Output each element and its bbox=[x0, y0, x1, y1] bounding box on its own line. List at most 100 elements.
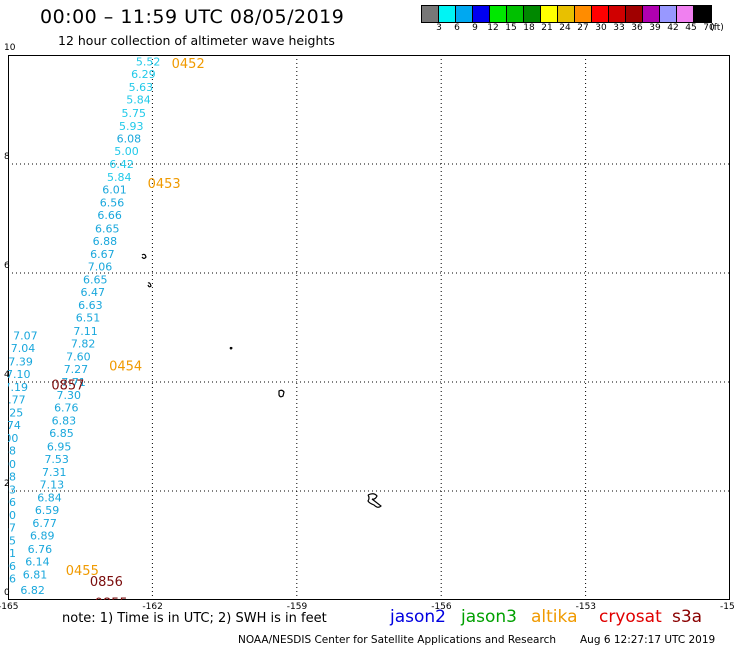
satellite-legend-s3a: s3a bbox=[672, 607, 703, 627]
wave-height-label: 5.93 bbox=[119, 120, 144, 133]
y-axis-tick-label: 4 bbox=[4, 370, 10, 380]
wave-height-label: 6.14 bbox=[25, 555, 50, 568]
wave-height-label: 5.84 bbox=[126, 94, 151, 107]
wave-height-label: 7.11 bbox=[73, 325, 98, 338]
wave-height-label: 6.01 bbox=[102, 184, 127, 197]
wave-height-label: 7.31 bbox=[8, 547, 16, 560]
wave-height-label: 5.00 bbox=[114, 145, 139, 158]
color-scale-bar bbox=[421, 5, 712, 23]
x-axis-tick-label: -156 bbox=[431, 602, 452, 612]
color-swatch bbox=[592, 6, 609, 22]
color-swatch bbox=[643, 6, 660, 22]
wave-height-label: 6.88 bbox=[8, 445, 16, 458]
wave-height-label: 6.08 bbox=[117, 132, 142, 145]
wave-height-label: 6.95 bbox=[47, 440, 72, 453]
satellite-legend-cryosat: cryosat bbox=[599, 607, 662, 627]
color-swatch bbox=[660, 6, 677, 22]
wave-height-label: 8.00 bbox=[8, 432, 18, 445]
wave-height-label: 6.76 bbox=[54, 402, 79, 415]
y-axis-tick-label: 10 bbox=[4, 43, 16, 53]
color-swatch bbox=[541, 6, 558, 22]
map-frame bbox=[8, 55, 730, 600]
credit-line: NOAA/NESDIS Center for Satellite Applica… bbox=[238, 634, 556, 646]
color-scale-label: 39 bbox=[649, 23, 661, 33]
wave-height-label: 7.39 bbox=[8, 355, 33, 368]
wave-height-map: 5.526.295.635.845.755.936.085.006.425.84… bbox=[8, 55, 730, 600]
wave-height-label: 7.82 bbox=[71, 337, 96, 350]
wave-height-label: 6.25 bbox=[8, 407, 23, 420]
color-scale-label: 21 bbox=[541, 23, 553, 33]
color-swatch bbox=[490, 6, 507, 22]
color-scale-label: 6 bbox=[454, 23, 460, 33]
wave-height-label: 7.13 bbox=[40, 478, 65, 491]
wave-height-label: 6.87 bbox=[8, 522, 16, 535]
wave-height-label: 6.76 bbox=[28, 543, 53, 556]
y-axis-tick-label: 2 bbox=[4, 479, 10, 489]
island-outline bbox=[367, 493, 382, 508]
wave-height-label: 6.65 bbox=[83, 274, 108, 287]
wave-height-label: 7.04 bbox=[11, 342, 36, 355]
pass-time-label: 0856 bbox=[90, 575, 123, 590]
pass-time-label: 0454 bbox=[109, 360, 142, 375]
wave-height-label: 7.53 bbox=[44, 453, 69, 466]
satellite-legend-jason3: jason3 bbox=[461, 607, 517, 627]
island-outline bbox=[229, 346, 233, 350]
wave-height-label: 6.63 bbox=[78, 299, 103, 312]
wave-height-label: 6.65 bbox=[95, 222, 120, 235]
x-axis-tick-label: -15 bbox=[720, 602, 735, 612]
color-swatch bbox=[422, 6, 439, 22]
wave-height-label: 6.56 bbox=[100, 197, 125, 210]
wave-height-label: 7.31 bbox=[42, 466, 67, 479]
pass-time-label: 0453 bbox=[148, 177, 181, 192]
footer-note: note: 1) Time is in UTC; 2) SWH is in fe… bbox=[62, 611, 327, 626]
color-swatch bbox=[473, 6, 490, 22]
wave-height-label: 6.83 bbox=[52, 415, 77, 428]
wave-height-label: 7.07 bbox=[13, 330, 38, 343]
wave-height-label: 6.77 bbox=[8, 393, 26, 406]
color-swatch bbox=[439, 6, 456, 22]
wave-height-label: 6.66 bbox=[97, 209, 122, 222]
wave-height-label: 6.93 bbox=[8, 483, 16, 496]
color-scale-label: 33 bbox=[613, 23, 625, 33]
color-scale-label: 70 bbox=[703, 23, 715, 33]
color-scale-label: 18 bbox=[523, 23, 535, 33]
wave-height-label: 6.81 bbox=[23, 568, 48, 581]
color-scale-label: 3 bbox=[436, 23, 442, 33]
wave-height-label: 7.50 bbox=[8, 509, 16, 522]
color-swatch bbox=[677, 6, 694, 22]
wave-height-label: 6.51 bbox=[76, 312, 101, 325]
color-scale-label: 15 bbox=[505, 23, 517, 33]
wave-height-label: 6.74 bbox=[8, 419, 21, 432]
generated-timestamp: Aug 6 12:27:17 UTC 2019 bbox=[580, 634, 716, 646]
wave-height-label: 7.26 bbox=[8, 573, 16, 586]
y-axis-tick-label: 8 bbox=[4, 152, 10, 162]
color-scale-label: 27 bbox=[577, 23, 589, 33]
wave-height-label: 5.84 bbox=[107, 171, 132, 184]
pass-time-label: 0855 bbox=[95, 597, 128, 600]
color-swatch bbox=[456, 6, 473, 22]
wave-height-label: 6.47 bbox=[81, 286, 106, 299]
x-axis-tick-label: -159 bbox=[286, 602, 308, 612]
y-axis-tick-label: 6 bbox=[4, 261, 10, 271]
wave-height-label: 5.52 bbox=[136, 56, 161, 69]
wave-height-label: 7.71 bbox=[61, 376, 86, 389]
wave-height-label: 7.10 bbox=[8, 368, 30, 381]
color-swatch bbox=[575, 6, 592, 22]
color-scale-label: 9 bbox=[472, 23, 478, 33]
color-scale-label: 36 bbox=[631, 23, 643, 33]
pass-time-label: 0452 bbox=[172, 57, 205, 72]
wave-height-label: 6.96 bbox=[8, 560, 16, 573]
color-scale-label: 24 bbox=[559, 23, 571, 33]
wave-height-label: 6.42 bbox=[109, 158, 134, 171]
color-swatch bbox=[626, 6, 643, 22]
wave-height-label: 6.89 bbox=[30, 530, 55, 543]
wave-height-label: 6.82 bbox=[20, 584, 45, 597]
wave-height-label: 5.63 bbox=[129, 81, 154, 94]
wave-height-label: 7.25 bbox=[8, 535, 16, 548]
wave-height-label: 7.30 bbox=[56, 389, 81, 402]
wave-height-label: 7.00 bbox=[8, 458, 16, 471]
color-scale-unit: (ft) bbox=[710, 23, 724, 33]
page-title: 00:00 – 11:59 UTC 08/05/2019 bbox=[40, 6, 345, 28]
color-swatch bbox=[694, 6, 711, 22]
wave-height-label: 7.06 bbox=[88, 260, 113, 273]
